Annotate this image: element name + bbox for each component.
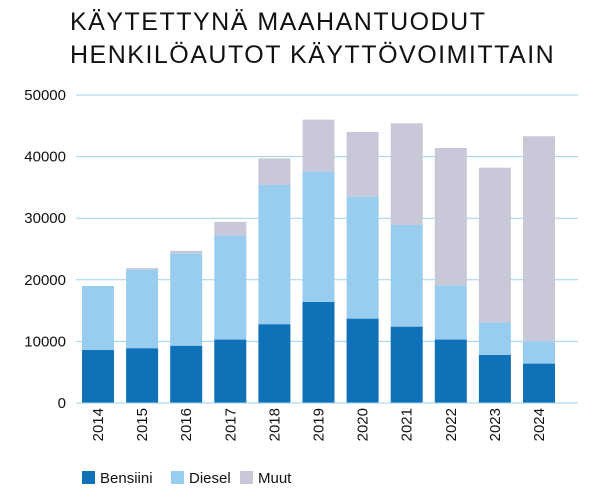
bar-diesel-2019 bbox=[302, 171, 335, 302]
legend-label-bensiini: Bensiini bbox=[100, 470, 153, 487]
bar-muut-2023 bbox=[478, 167, 511, 323]
y-axis-ticks: 0 10000 20000 30000 40000 50000 bbox=[24, 87, 66, 412]
bar-diesel-2022 bbox=[434, 285, 467, 340]
bar-bensiini-2019 bbox=[302, 301, 335, 403]
bar-bensiini-2021 bbox=[390, 326, 423, 403]
bar-muut-2022 bbox=[434, 147, 467, 286]
bar-muut-2016 bbox=[170, 250, 203, 254]
legend-label-muut: Muut bbox=[258, 470, 292, 487]
bar-bensiini-2024 bbox=[523, 363, 555, 403]
bar-bensiini-2016 bbox=[170, 345, 203, 403]
bar-bensiini-2018 bbox=[258, 324, 291, 403]
bars bbox=[82, 119, 555, 403]
chart-title-line-1: KÄYTETTYNÄ MAAHANTUODUT bbox=[70, 8, 487, 36]
bar-diesel-2018 bbox=[258, 184, 291, 325]
y-tick-label: 20000 bbox=[24, 272, 66, 289]
bar-muut-2018 bbox=[258, 158, 291, 185]
bar-diesel-2024 bbox=[523, 341, 555, 364]
x-tick-label: 2019 bbox=[311, 408, 328, 441]
chart-title-line-2: HENKILÖAUTOT KÄYTTÖVOIMITTAIN bbox=[70, 41, 556, 69]
legend-swatch-diesel bbox=[171, 471, 184, 484]
x-tick-label: 2014 bbox=[90, 408, 107, 441]
legend-label-diesel: Diesel bbox=[189, 470, 231, 487]
bar-muut-2015 bbox=[126, 268, 159, 270]
bar-muut-2019 bbox=[302, 119, 335, 172]
bar-diesel-2016 bbox=[170, 253, 203, 346]
y-tick-label: 10000 bbox=[24, 333, 66, 350]
bar-muut-2017 bbox=[214, 221, 247, 236]
bar-bensiini-2022 bbox=[434, 339, 467, 403]
x-tick-label: 2020 bbox=[355, 408, 372, 441]
x-tick-label: 2023 bbox=[487, 408, 504, 441]
y-tick-label: 0 bbox=[58, 395, 66, 412]
bar-bensiini-2014 bbox=[82, 350, 114, 403]
x-tick-label: 2016 bbox=[178, 408, 195, 441]
bar-muut-2020 bbox=[346, 131, 379, 197]
bar-diesel-2017 bbox=[214, 235, 247, 340]
x-tick-label: 2015 bbox=[134, 408, 151, 441]
x-tick-label: 2021 bbox=[399, 408, 416, 441]
bar-diesel-2020 bbox=[346, 196, 379, 319]
chart-title: KÄYTETTYNÄ MAAHANTUODUT HENKILÖAUTOT KÄY… bbox=[70, 6, 555, 72]
legend: Bensiini Diesel Muut bbox=[82, 470, 292, 487]
y-tick-label: 50000 bbox=[24, 87, 66, 104]
bar-bensiini-2015 bbox=[126, 348, 159, 403]
bar-bensiini-2020 bbox=[346, 318, 379, 403]
y-tick-label: 30000 bbox=[24, 210, 66, 227]
bar-muut-2021 bbox=[390, 123, 423, 225]
x-tick-label: 2022 bbox=[443, 408, 460, 441]
x-tick-label: 2018 bbox=[266, 408, 283, 441]
bar-diesel-2015 bbox=[126, 269, 159, 349]
bar-diesel-2023 bbox=[478, 322, 511, 355]
bar-muut-2024 bbox=[523, 136, 555, 342]
x-tick-label: 2024 bbox=[531, 408, 548, 441]
bar-diesel-2021 bbox=[390, 224, 423, 327]
bar-diesel-2014 bbox=[82, 285, 114, 351]
legend-swatch-muut bbox=[240, 471, 253, 484]
legend-swatch-bensiini bbox=[82, 471, 95, 484]
bar-bensiini-2023 bbox=[478, 354, 511, 403]
x-axis-ticks: 2014 2015 2016 2017 2018 2019 2020 2021 2022 2023… bbox=[90, 408, 548, 441]
bar-bensiini-2017 bbox=[214, 339, 247, 403]
y-tick-label: 40000 bbox=[24, 149, 66, 166]
x-tick-label: 2017 bbox=[222, 408, 239, 441]
